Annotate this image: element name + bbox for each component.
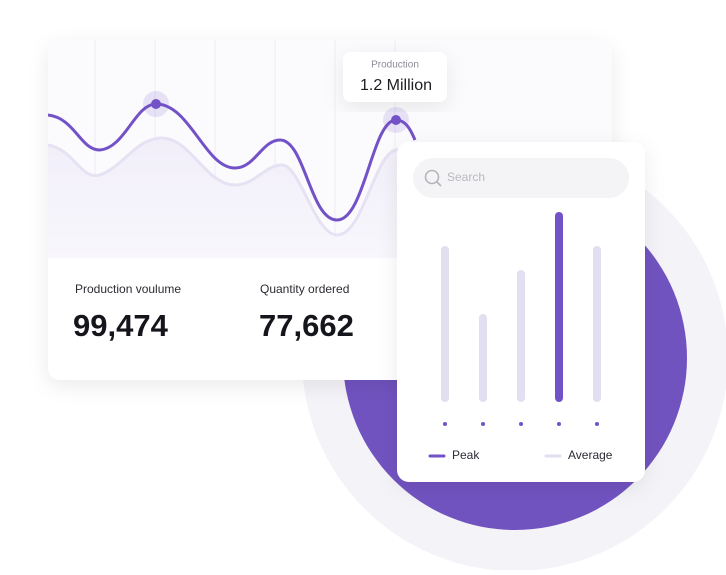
legend-label: Peak [452,448,480,462]
legend-label: Average [568,448,613,462]
metric-label: Production voulume [75,282,181,296]
metric-value: 77,662 [259,308,354,343]
tooltip-label: Production [371,60,419,71]
metric-value: 99,474 [73,308,169,343]
search-icon [424,169,440,185]
tooltip-value: 1.2 Million [360,77,432,94]
search-placeholder: Search [447,170,485,184]
x-dot [481,422,485,426]
x-dot [595,422,599,426]
tooltip [343,52,447,102]
search-box[interactable] [413,158,629,198]
x-dot [519,422,523,426]
x-dot [557,422,561,426]
metric-label: Quantity ordered [260,282,349,296]
x-dot [443,422,447,426]
